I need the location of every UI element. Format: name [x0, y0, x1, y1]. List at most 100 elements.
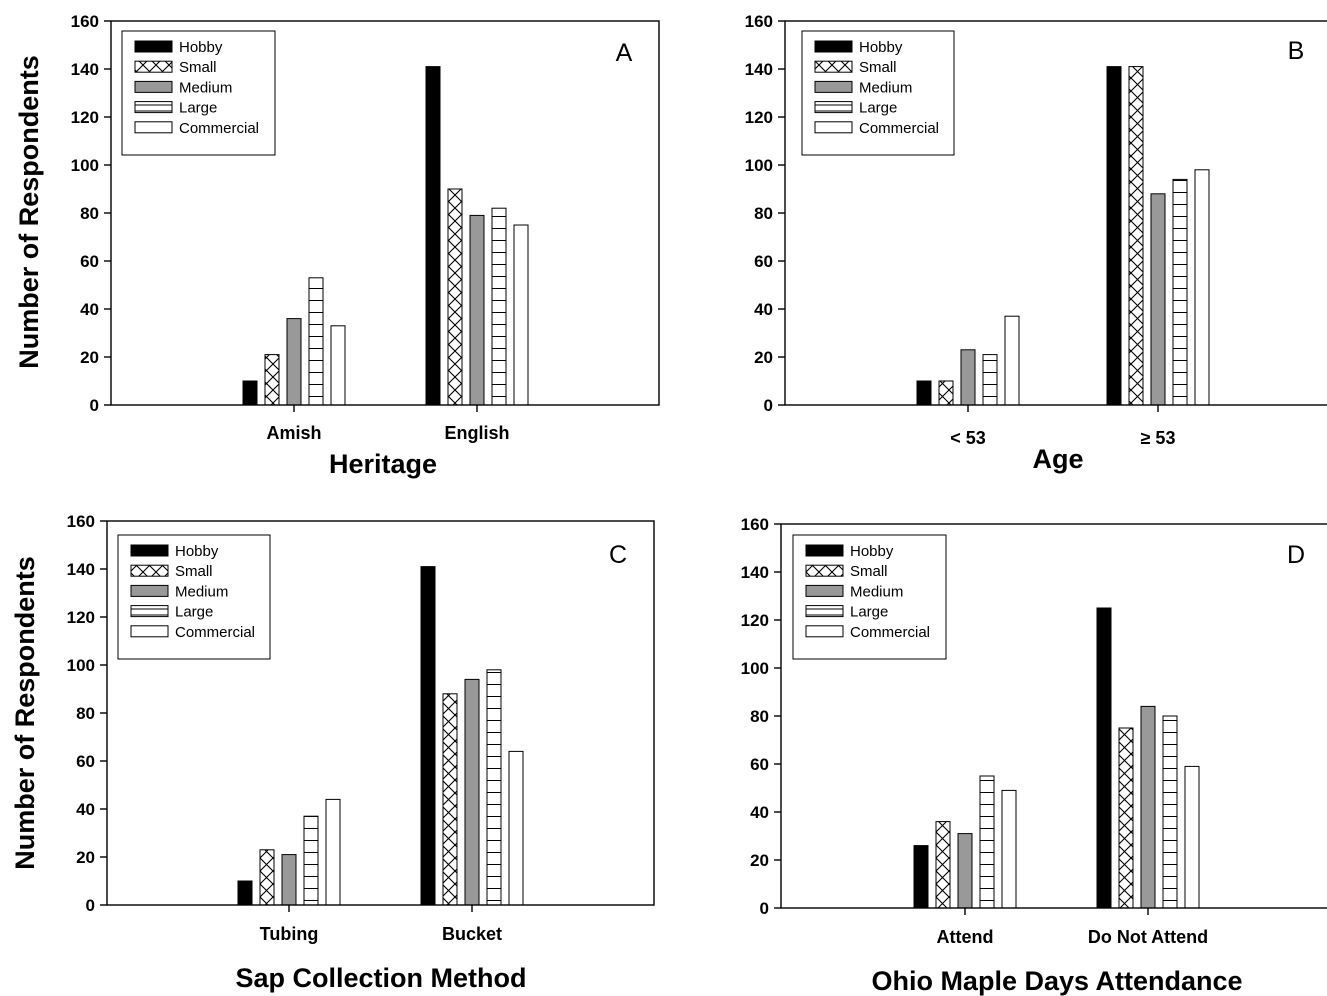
panel-b-legend-swatch-large	[814, 101, 853, 114]
panel-c-ytick-label-160: 160	[67, 512, 95, 531]
panel-d-ytick-label-140: 140	[741, 563, 769, 582]
panel-d-legend-label-medium: Medium	[850, 583, 903, 600]
panel-c-bar-bucket-commercial	[508, 750, 524, 906]
panel-b-legend-label-hobby: Hobby	[859, 39, 903, 56]
panel-d-legend-swatch-hobby	[805, 544, 844, 557]
panel-a-ytick-label-140: 140	[71, 60, 99, 79]
panel-c-legend-label-large: Large	[175, 604, 213, 621]
panel-a-ytick-label-0: 0	[90, 396, 99, 415]
panel-a-legend-swatch-hobby	[134, 40, 173, 53]
panel-d-legend-swatch-large	[805, 605, 844, 618]
panel-c-ytick-label-40: 40	[76, 800, 95, 819]
panel-b-bar-53-medium	[1150, 193, 1166, 406]
panel-b-category-label-53: < 53	[950, 428, 986, 448]
panel-c-legend-swatch-large	[130, 605, 169, 618]
chart-panels: 0 20 40 60 80 100 120 140 160 Amish English Heritag…	[67, 12, 1327, 996]
panel-a: 0 20 40 60 80 100 120 140 160 Amish English Heritag…	[71, 12, 660, 479]
panel-d-bar-attend-commercial	[1001, 789, 1017, 909]
panel-b-ytick-label-60: 60	[754, 252, 773, 271]
panel-b-legend-label-small: Small	[859, 59, 897, 76]
panel-a-legend: Hobby Small Medium Large Commercial	[121, 30, 276, 156]
panel-b-legend-label-large: Large	[859, 100, 897, 117]
panel-c-ytick-label-20: 20	[76, 848, 95, 867]
panel-b-ytick-label-100: 100	[745, 156, 773, 175]
panel-d-ytick-label-20: 20	[750, 851, 769, 870]
panel-d-ytick-label-120: 120	[741, 611, 769, 630]
panel-d-bar-do-not-attend-small	[1118, 727, 1134, 909]
panel-a-legend-label-hobby: Hobby	[179, 39, 223, 56]
panel-b-category-label-53: ≥ 53	[1141, 428, 1176, 448]
panel-a-legend-swatch-medium	[134, 80, 173, 93]
panel-b-bar-53-hobby	[1106, 66, 1122, 406]
panel-d-legend-label-commercial: Commercial	[850, 624, 930, 641]
panel-c-ytick-label-0: 0	[86, 896, 95, 915]
panel-c-category-label-bucket: Bucket	[442, 924, 502, 944]
panel-c-ytick-label-100: 100	[67, 656, 95, 675]
panel-b-bar-53-medium	[960, 349, 976, 406]
panel-d-category-label-do-not-attend: Do Not Attend	[1088, 927, 1208, 947]
panel-c-letter: C	[609, 541, 627, 569]
panel-a-bar-amish-small	[264, 354, 280, 406]
panel-b-legend-swatch-small	[814, 60, 853, 73]
panel-c-bar-bucket-large	[486, 669, 502, 906]
panel-b-legend-swatch-hobby	[814, 40, 853, 53]
panel-d-ytick-label-40: 40	[750, 803, 769, 822]
panel-d-ytick-label-100: 100	[741, 659, 769, 678]
panel-c-x-axis-title: Sap Collection Method	[235, 963, 526, 993]
panel-d-bar-attend-medium	[957, 833, 973, 909]
panel-b-bar-53-hobby	[916, 380, 932, 406]
y-axis-title-top: Number of Respondents	[14, 55, 44, 369]
panel-d-letter: D	[1287, 541, 1305, 569]
panel-a-legend-label-small: Small	[179, 59, 217, 76]
panel-d-bar-do-not-attend-commercial	[1184, 765, 1200, 909]
panel-d-bar-do-not-attend-hobby	[1096, 607, 1112, 909]
panel-a-legend-label-commercial: Commercial	[179, 120, 259, 137]
panel-a-legend-swatch-large	[134, 101, 173, 114]
panel-c-legend-swatch-hobby	[130, 544, 169, 557]
panel-a-ytick-label-20: 20	[80, 348, 99, 367]
panel-d-legend-label-small: Small	[850, 563, 888, 580]
panel-a-bar-english-commercial	[513, 224, 529, 406]
panel-d-bar-do-not-attend-medium	[1140, 705, 1156, 909]
panel-a-bar-amish-large	[308, 277, 324, 406]
panel-b-ytick-label-140: 140	[745, 60, 773, 79]
panel-b-ytick-label-160: 160	[745, 12, 773, 31]
panel-a-bar-english-hobby	[425, 66, 441, 406]
panel-c-bar-bucket-hobby	[420, 566, 436, 906]
panel-c-bar-tubing-hobby	[237, 880, 253, 906]
panel-c-legend: Hobby Small Medium Large Commercial	[117, 534, 271, 660]
panel-c-bar-tubing-large	[303, 815, 319, 906]
panel-b-bar-53-large	[1172, 178, 1188, 406]
panel-a-category-label-amish: Amish	[266, 423, 321, 443]
panel-a-ytick-label-60: 60	[80, 252, 99, 271]
panel-a-bar-english-medium	[469, 214, 485, 406]
panel-c-legend-swatch-commercial	[130, 625, 169, 638]
panel-b-ytick-label-0: 0	[764, 396, 773, 415]
panel-c-ytick-label-120: 120	[67, 608, 95, 627]
panel-c-bar-tubing-commercial	[325, 798, 341, 906]
panel-b-letter: B	[1288, 37, 1305, 65]
panel-d-legend-label-hobby: Hobby	[850, 543, 894, 560]
panel-a-letter: A	[616, 39, 633, 67]
panel-a-bar-amish-commercial	[330, 325, 346, 406]
panel-d-bar-attend-large	[979, 775, 995, 909]
panel-b-legend-label-medium: Medium	[859, 79, 912, 96]
panel-a-ytick-label-160: 160	[71, 12, 99, 31]
panel-c-bar-bucket-medium	[464, 678, 480, 906]
panel-a-ytick-label-120: 120	[71, 108, 99, 127]
panel-d-legend-label-large: Large	[850, 604, 888, 621]
panel-b-legend-label-commercial: Commercial	[859, 120, 939, 137]
panel-a-ytick-label-100: 100	[71, 156, 99, 175]
panel-c-legend-label-medium: Medium	[175, 583, 228, 600]
panel-c: 0 20 40 60 80 100 120 140 160 Tubing Bucket Sap Col…	[67, 512, 655, 993]
panel-b-bar-53-commercial	[1004, 315, 1020, 406]
panel-a-legend-swatch-commercial	[134, 121, 173, 134]
panel-d-ytick-label-160: 160	[741, 515, 769, 534]
panel-c-ytick-label-140: 140	[67, 560, 95, 579]
panel-b-legend-swatch-commercial	[814, 121, 853, 134]
panel-d-legend-swatch-small	[805, 564, 844, 577]
panel-b-ytick-label-20: 20	[754, 348, 773, 367]
panel-b-legend-swatch-medium	[814, 80, 853, 93]
panel-b: 0 20 40 60 80 100 120 140 160 < 53 ≥ 53 Age B Hobby Sm…	[745, 12, 1327, 474]
